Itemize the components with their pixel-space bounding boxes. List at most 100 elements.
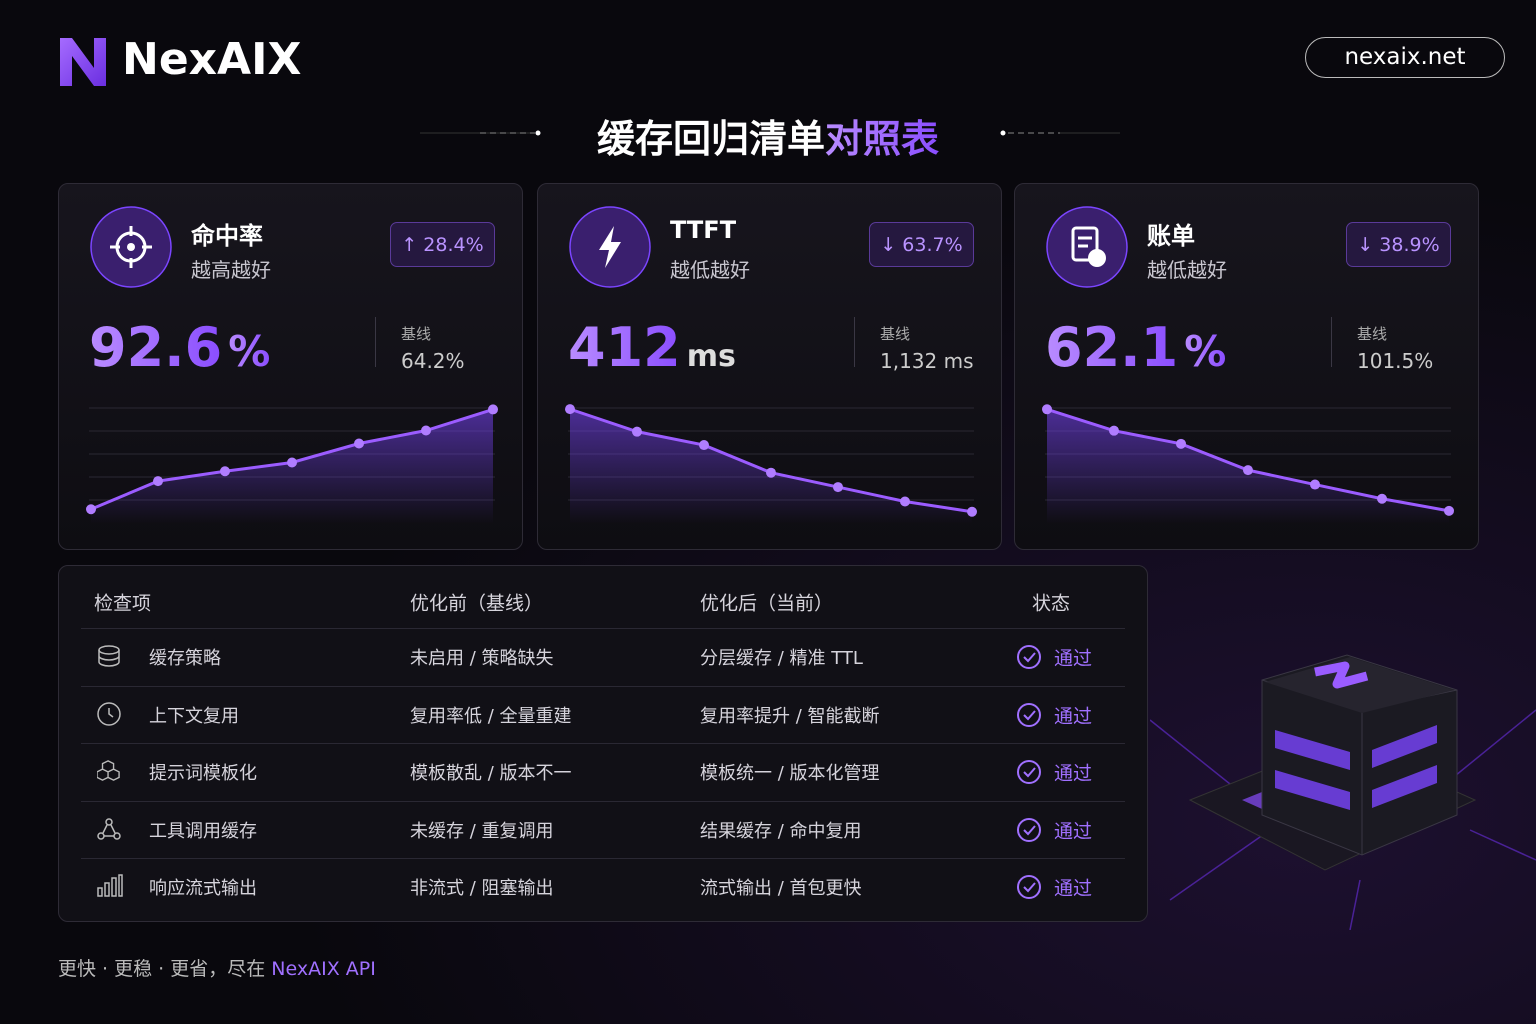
table-cell: 工具调用缓存 bbox=[149, 820, 257, 842]
table: 检查项 优化前（基线） 优化后（当前） 状态 缓存策略 未启用 / 策略缺失 分层缓存 / … bbox=[58, 565, 1148, 922]
sparkline-point bbox=[1310, 479, 1320, 490]
status-text: 通过 bbox=[1054, 877, 1093, 900]
sparkline-point bbox=[287, 457, 297, 468]
status-icon bbox=[1017, 875, 1041, 899]
url-pill[interactable]: nexaix.net bbox=[1305, 37, 1505, 78]
baseline-label: 基线 bbox=[880, 325, 911, 343]
card-icon bbox=[90, 206, 172, 288]
title-highlight: 对照表 bbox=[825, 117, 940, 161]
status-icon bbox=[1017, 817, 1041, 842]
card-label: 命中率 bbox=[191, 222, 263, 250]
sparkline-point bbox=[833, 482, 843, 493]
divider bbox=[375, 317, 376, 367]
value-unit: % bbox=[1184, 327, 1227, 376]
sparkline-point bbox=[1243, 465, 1253, 476]
table-cell: 提示词模板化 bbox=[149, 763, 257, 784]
table-cell: 复用率提升 / 智能截断 bbox=[700, 705, 880, 727]
divider bbox=[1331, 317, 1332, 367]
row-divider bbox=[81, 628, 1125, 629]
sparkline-point bbox=[565, 404, 575, 415]
sparkline-point bbox=[220, 466, 230, 477]
row-divider bbox=[81, 685, 1125, 687]
table-cell: 上下文复用 bbox=[149, 705, 239, 727]
title-decor bbox=[420, 130, 1120, 136]
sparkline-point bbox=[1109, 425, 1119, 436]
card-icon bbox=[1046, 206, 1128, 288]
baseline-label: 基线 bbox=[401, 325, 432, 343]
status-text: 通过 bbox=[1054, 762, 1093, 785]
table-cell: 未启用 / 策略缺失 bbox=[410, 648, 554, 669]
brand: NexAIX bbox=[122, 34, 302, 85]
status-text: 通过 bbox=[1054, 647, 1093, 670]
metric-card: TTFT 越低越好 ↓ 63.7% 412 ms 基线 1,132 ms bbox=[537, 183, 1002, 550]
sparkline-point bbox=[766, 467, 776, 478]
baseline-value: 101.5% bbox=[1357, 349, 1434, 373]
sparkline-point bbox=[1176, 438, 1186, 449]
sparkline-point bbox=[86, 504, 96, 515]
row-divider bbox=[81, 743, 1125, 744]
table-cell: 复用率低 / 全量重建 bbox=[410, 705, 572, 727]
status-icon bbox=[1017, 760, 1041, 784]
table-cell: 模板散乱 / 版本不一 bbox=[410, 763, 572, 784]
sparkline-area bbox=[570, 409, 972, 524]
change-badge: ↓ 63.7% bbox=[869, 222, 974, 267]
card-subtitle: 越高越好 bbox=[191, 258, 271, 282]
baseline-value: 1,132 ms bbox=[880, 349, 974, 373]
title: 缓存回归清单对照表 bbox=[0, 108, 1536, 163]
change-badge: ↑ 28.4% bbox=[390, 222, 495, 267]
sparkline-point bbox=[967, 506, 977, 517]
status-text: 通过 bbox=[1054, 705, 1093, 727]
sparkline bbox=[86, 404, 498, 524]
metric-value: 92.6% bbox=[89, 316, 270, 379]
sparkline-point bbox=[153, 476, 163, 487]
sparkline-point bbox=[1377, 493, 1387, 504]
value-number: 412 bbox=[568, 316, 681, 379]
logo-icon bbox=[60, 38, 106, 86]
status-icon bbox=[1017, 702, 1041, 727]
table-cell: 结果缓存 / 命中复用 bbox=[700, 820, 862, 842]
change-badge: ↓ 38.9% bbox=[1346, 222, 1451, 267]
baseline-value: 64.2% bbox=[401, 349, 465, 373]
metric-value: 412 ms bbox=[568, 316, 736, 379]
server-illustration bbox=[1150, 654, 1536, 930]
sparkline-point bbox=[354, 438, 364, 449]
value-unit: ms bbox=[686, 339, 736, 374]
card-subtitle: 越低越好 bbox=[1147, 258, 1227, 282]
row-divider bbox=[81, 800, 1125, 802]
table-header: 检查项 bbox=[94, 592, 152, 615]
table-cell: 分层缓存 / 精准 TTL bbox=[700, 648, 863, 669]
card-subtitle: 越低越好 bbox=[670, 258, 750, 282]
sparkline-point bbox=[699, 440, 709, 451]
baseline-label: 基线 bbox=[1357, 325, 1388, 343]
table-cell: 未缓存 / 重复调用 bbox=[410, 820, 554, 842]
value-unit: % bbox=[228, 327, 271, 376]
metric-value: 62.1% bbox=[1045, 316, 1226, 379]
status-text: 通过 bbox=[1054, 820, 1093, 842]
status-icon bbox=[1017, 645, 1041, 669]
footer-highlight[interactable]: NexAIX API bbox=[271, 958, 376, 980]
card-label: 账单 bbox=[1147, 222, 1195, 250]
sparkline-point bbox=[632, 426, 642, 437]
row-icon bbox=[97, 874, 123, 897]
row-icon bbox=[98, 645, 120, 667]
sparkline bbox=[1042, 404, 1454, 524]
table-header: 优化后（当前） bbox=[700, 592, 834, 615]
value-number: 92.6 bbox=[89, 316, 223, 379]
row-icon bbox=[97, 817, 121, 840]
footer: 更快 · 更稳 · 更省，尽在 NexAIX API bbox=[58, 954, 376, 981]
row-divider bbox=[81, 858, 1125, 859]
metric-card: 账单越低越好 ↓ 38.9% 62.1% 基线 101.5% bbox=[1014, 183, 1479, 550]
table-cell: 流式输出 / 首包更快 bbox=[700, 878, 862, 899]
value-number: 62.1 bbox=[1045, 316, 1179, 379]
row-icon bbox=[97, 760, 120, 781]
table-header: 优化前（基线） bbox=[410, 592, 544, 615]
card-label: TTFT bbox=[670, 216, 737, 244]
metric-card: 命中率越高越好 ↑ 28.4% 92.6% 基线 64.2% bbox=[58, 183, 523, 550]
table-cell: 模板统一 / 版本化管理 bbox=[700, 763, 880, 784]
sparkline-point bbox=[900, 496, 910, 507]
row-icon bbox=[97, 701, 121, 726]
divider bbox=[854, 317, 855, 367]
table-cell: 缓存策略 bbox=[149, 648, 221, 669]
sparkline-point bbox=[1042, 404, 1052, 415]
